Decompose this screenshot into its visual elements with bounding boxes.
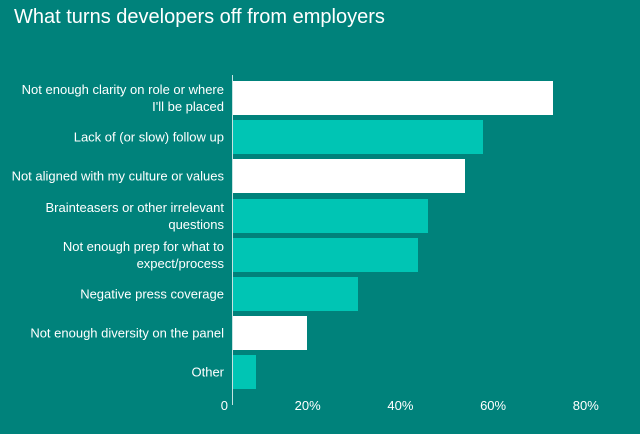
category-label: Not enough clarity on role or where I'll…: [21, 82, 224, 114]
bar: [233, 316, 308, 351]
bar: [233, 120, 484, 155]
category-label: Not enough diversity on the panel: [30, 325, 224, 341]
category-label: Brainteasers or other irrelevant questio…: [45, 199, 224, 232]
y-axis-line: [232, 75, 233, 405]
chart-title: What turns developers off from employers: [14, 6, 385, 28]
bar: [233, 277, 359, 311]
x-axis-tick-label: 40%: [387, 398, 414, 413]
bar: [233, 237, 419, 272]
bar: [233, 198, 428, 233]
category-label: Negative press coverage: [80, 286, 224, 302]
bar: [233, 355, 257, 390]
category-label: Other: [191, 364, 224, 380]
x-axis-tick-label: 60%: [480, 398, 507, 413]
bar: [233, 159, 465, 194]
x-axis-tick-label: 20%: [294, 398, 321, 413]
x-axis-tick-label: 80%: [572, 398, 599, 413]
category-label: Lack of (or slow) follow up: [73, 129, 224, 145]
bar: [233, 81, 553, 115]
category-label: Not enough prep for what to expect/proce…: [62, 238, 224, 271]
x-axis-tick-label: 0: [220, 398, 228, 413]
category-label: Not aligned with my culture or values: [11, 168, 224, 184]
